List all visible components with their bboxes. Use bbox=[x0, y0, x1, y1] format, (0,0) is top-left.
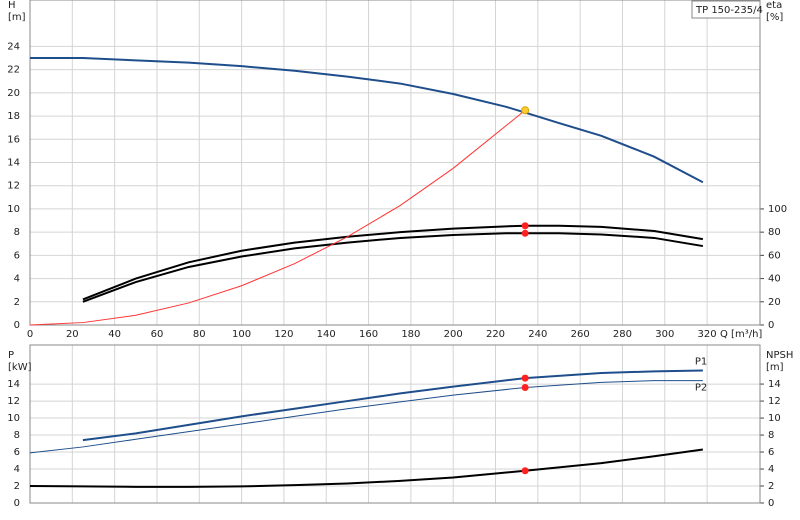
operating-point bbox=[521, 374, 529, 382]
x-tick-label: 160 bbox=[359, 329, 378, 340]
x-tick-label: 140 bbox=[317, 329, 336, 340]
y-axis-label: H bbox=[8, 0, 16, 11]
y2-tick-label: 12 bbox=[768, 396, 781, 407]
plot-frame bbox=[29, 0, 761, 326]
x-tick-label: 120 bbox=[274, 329, 293, 340]
y2-tick-label: 40 bbox=[768, 274, 781, 285]
x-axis-label: Q [m³/h] bbox=[720, 329, 762, 340]
y2-tick-label: 60 bbox=[768, 250, 781, 261]
x-tick-label: 60 bbox=[151, 329, 164, 340]
x-tick-label: 260 bbox=[571, 329, 590, 340]
y2-tick-label: 2 bbox=[768, 481, 774, 492]
y-axis-unit: [m] bbox=[8, 12, 26, 23]
y2-tick-label: 4 bbox=[768, 464, 774, 475]
y-tick-label: 0 bbox=[14, 320, 20, 331]
y2-tick-label: 80 bbox=[768, 227, 781, 238]
y2-tick-label: 0 bbox=[768, 498, 774, 509]
chart-title: TP 150-235/4 bbox=[695, 5, 763, 16]
title-box bbox=[691, 0, 761, 19]
y-tick-label: 12 bbox=[7, 396, 20, 407]
y2-tick-label: 10 bbox=[768, 413, 781, 424]
x-tick-label: 20 bbox=[66, 329, 79, 340]
y2-tick-label: 0 bbox=[768, 320, 774, 331]
curve-label: P1 bbox=[695, 356, 707, 367]
y-tick-label: 2 bbox=[14, 481, 20, 492]
y2-axis-label: NPSH bbox=[766, 350, 793, 361]
x-tick-label: 200 bbox=[444, 329, 463, 340]
y-tick-label: 8 bbox=[14, 227, 20, 238]
operating-point bbox=[521, 222, 529, 230]
operating-point bbox=[521, 383, 529, 391]
y2-tick-label: 14 bbox=[768, 379, 781, 390]
y-tick-label: 22 bbox=[7, 65, 20, 76]
y-tick-label: 6 bbox=[14, 250, 20, 261]
x-tick-label: 280 bbox=[613, 329, 632, 340]
y-tick-label: 18 bbox=[7, 111, 20, 122]
curve bbox=[82, 369, 703, 442]
y-tick-label: 0 bbox=[14, 498, 20, 509]
x-tick-label: 40 bbox=[108, 329, 121, 340]
curve bbox=[29, 380, 703, 454]
operating-point bbox=[521, 106, 530, 115]
curve bbox=[82, 232, 704, 303]
operating-point bbox=[521, 467, 529, 475]
x-tick-label: 80 bbox=[193, 329, 206, 340]
y2-tick-label: 6 bbox=[768, 447, 774, 458]
y2-axis-unit: [%] bbox=[766, 12, 783, 23]
curve bbox=[29, 109, 526, 326]
x-tick-label: 100 bbox=[232, 329, 251, 340]
y2-tick-label: 20 bbox=[768, 297, 781, 308]
y-tick-label: 16 bbox=[7, 134, 20, 145]
y-tick-label: 20 bbox=[7, 88, 20, 99]
curve bbox=[30, 57, 704, 184]
y2-axis-unit: [m] bbox=[766, 362, 784, 373]
x-tick-label: 220 bbox=[486, 329, 505, 340]
y2-axis-label: eta bbox=[766, 0, 782, 11]
y-axis-unit: [kW] bbox=[8, 362, 32, 373]
x-tick-label: 240 bbox=[528, 329, 547, 340]
x-tick-label: 0 bbox=[27, 329, 33, 340]
plot-frame bbox=[29, 344, 761, 504]
y-tick-label: 14 bbox=[7, 379, 20, 390]
x-tick-label: 300 bbox=[655, 329, 674, 340]
y-tick-label: 10 bbox=[7, 413, 20, 424]
y-tick-label: 12 bbox=[7, 181, 20, 192]
y-axis-label: P bbox=[8, 350, 14, 361]
curve bbox=[29, 448, 704, 488]
y2-tick-label: 8 bbox=[768, 430, 774, 441]
y-tick-label: 14 bbox=[7, 158, 20, 169]
curve-label: P2 bbox=[695, 383, 707, 394]
y-tick-label: 4 bbox=[14, 274, 20, 285]
operating-point bbox=[521, 229, 529, 237]
y-tick-label: 24 bbox=[7, 41, 20, 52]
y-tick-label: 4 bbox=[14, 464, 20, 475]
x-tick-label: 180 bbox=[401, 329, 420, 340]
curve bbox=[82, 224, 704, 301]
y-tick-label: 10 bbox=[7, 204, 20, 215]
y-tick-label: 6 bbox=[14, 447, 20, 458]
x-tick-label: 320 bbox=[698, 329, 717, 340]
y-tick-label: 2 bbox=[14, 297, 20, 308]
y-tick-label: 8 bbox=[14, 430, 20, 441]
y2-tick-label: 100 bbox=[768, 204, 787, 215]
